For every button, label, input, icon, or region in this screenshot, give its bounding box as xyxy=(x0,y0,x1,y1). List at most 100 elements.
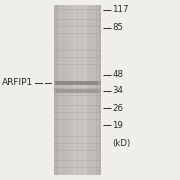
Text: ARFIP1: ARFIP1 xyxy=(2,78,33,87)
Bar xyxy=(54,48,101,49)
Text: 48: 48 xyxy=(112,70,123,79)
Bar xyxy=(54,122,101,124)
Bar xyxy=(64,5,65,175)
Bar xyxy=(54,43,101,45)
Bar xyxy=(54,97,101,98)
Bar xyxy=(62,5,63,175)
Bar xyxy=(54,29,101,31)
Bar xyxy=(54,146,101,148)
Bar xyxy=(54,42,101,44)
Bar xyxy=(54,25,101,27)
Bar xyxy=(54,69,101,70)
Bar xyxy=(81,5,82,175)
Bar xyxy=(54,153,101,155)
Bar xyxy=(91,5,92,175)
Bar xyxy=(54,5,101,7)
Bar xyxy=(54,81,101,83)
Bar xyxy=(78,5,79,175)
Bar xyxy=(54,108,101,110)
Bar xyxy=(54,169,101,170)
Bar xyxy=(54,35,101,36)
Bar xyxy=(54,98,101,100)
Bar xyxy=(54,127,101,128)
Bar xyxy=(54,52,101,53)
Bar xyxy=(54,138,101,139)
Bar xyxy=(54,145,101,146)
Bar xyxy=(54,165,101,166)
Bar xyxy=(55,5,56,175)
Bar xyxy=(86,5,87,175)
Bar xyxy=(79,5,80,175)
Bar xyxy=(54,33,101,35)
Bar xyxy=(83,5,84,175)
Bar xyxy=(87,5,88,175)
Bar xyxy=(54,135,101,137)
Bar xyxy=(54,36,101,38)
Bar xyxy=(54,94,101,96)
Bar xyxy=(61,5,62,175)
Bar xyxy=(54,81,101,85)
Bar xyxy=(54,139,101,141)
Bar xyxy=(93,5,94,175)
Bar xyxy=(77,5,78,175)
Bar xyxy=(74,5,75,175)
Bar xyxy=(54,50,101,52)
Bar xyxy=(54,104,101,105)
Bar xyxy=(54,5,55,175)
Bar xyxy=(56,89,98,93)
Bar xyxy=(54,79,101,80)
Bar xyxy=(69,5,70,175)
Bar xyxy=(56,81,98,85)
Bar xyxy=(54,7,101,8)
Bar xyxy=(54,21,101,22)
Bar xyxy=(54,167,101,169)
Bar xyxy=(54,152,101,153)
Bar xyxy=(54,62,101,63)
Bar xyxy=(67,5,68,175)
Bar xyxy=(54,124,101,125)
Bar xyxy=(95,5,96,175)
Bar xyxy=(54,132,101,134)
Bar xyxy=(99,5,100,175)
Bar xyxy=(54,76,101,77)
Bar xyxy=(54,159,101,161)
Bar xyxy=(54,155,101,156)
Text: 117: 117 xyxy=(112,5,129,14)
Bar xyxy=(54,115,101,117)
Bar xyxy=(85,5,86,175)
Bar xyxy=(54,120,101,121)
Bar xyxy=(54,53,101,55)
Bar xyxy=(54,55,101,56)
Bar xyxy=(54,63,101,65)
Bar xyxy=(78,5,79,175)
Bar xyxy=(54,10,101,11)
Bar xyxy=(66,5,67,175)
Bar xyxy=(54,162,101,163)
Bar xyxy=(54,26,101,28)
Text: (kD): (kD) xyxy=(112,139,131,148)
Bar xyxy=(54,170,101,172)
Bar xyxy=(54,136,101,138)
Bar xyxy=(54,24,101,25)
Bar xyxy=(63,5,64,175)
Bar xyxy=(54,17,101,18)
Bar xyxy=(54,14,101,15)
Bar xyxy=(54,172,101,173)
Bar xyxy=(96,5,97,175)
Bar xyxy=(70,5,71,175)
Bar xyxy=(54,148,101,149)
Bar xyxy=(54,90,101,91)
Bar xyxy=(65,5,66,175)
Bar xyxy=(54,114,101,115)
Bar xyxy=(68,5,69,175)
Text: 19: 19 xyxy=(112,121,123,130)
Bar xyxy=(54,118,101,120)
Bar xyxy=(54,142,101,144)
Bar xyxy=(54,11,101,12)
Bar xyxy=(54,86,101,87)
Bar xyxy=(54,80,101,82)
Bar xyxy=(71,5,72,175)
Bar xyxy=(54,149,101,151)
Bar xyxy=(56,5,57,175)
Bar xyxy=(54,67,101,69)
